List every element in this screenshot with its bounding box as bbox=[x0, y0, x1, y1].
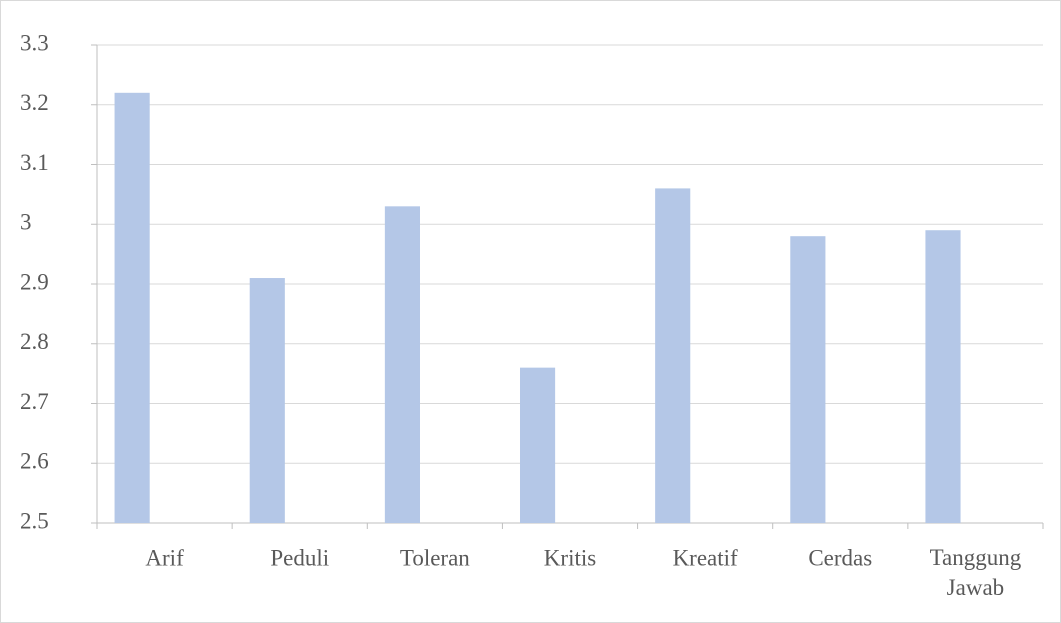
x-tick-label: Tanggung Jawab bbox=[930, 545, 1022, 600]
x-tick-label: Cerdas bbox=[808, 545, 872, 570]
x-tick-label: Kritis bbox=[544, 545, 596, 570]
bar bbox=[114, 92, 150, 524]
y-tick-label: 2.8 bbox=[20, 329, 49, 354]
x-tick-label: Arif bbox=[145, 545, 184, 570]
bar bbox=[519, 367, 556, 523]
x-tick-label: Peduli bbox=[270, 545, 329, 570]
y-tick-label: 3.3 bbox=[20, 30, 49, 55]
y-tick-label: 3.2 bbox=[20, 90, 49, 115]
y-tick-label: 2.5 bbox=[20, 508, 49, 533]
x-tick-label: Toleran bbox=[400, 545, 470, 570]
bar bbox=[925, 230, 961, 523]
y-tick-label: 2.9 bbox=[20, 269, 49, 294]
bar bbox=[249, 278, 285, 523]
bar bbox=[655, 188, 691, 523]
x-tick-label: Kreatif bbox=[673, 545, 738, 570]
bar bbox=[384, 206, 420, 523]
bar bbox=[790, 236, 826, 523]
y-tick-label: 2.6 bbox=[20, 449, 49, 474]
y-tick-label: 3.1 bbox=[20, 150, 49, 175]
y-tick-label: 2.7 bbox=[20, 389, 49, 414]
y-tick-label: 3 bbox=[20, 210, 32, 235]
